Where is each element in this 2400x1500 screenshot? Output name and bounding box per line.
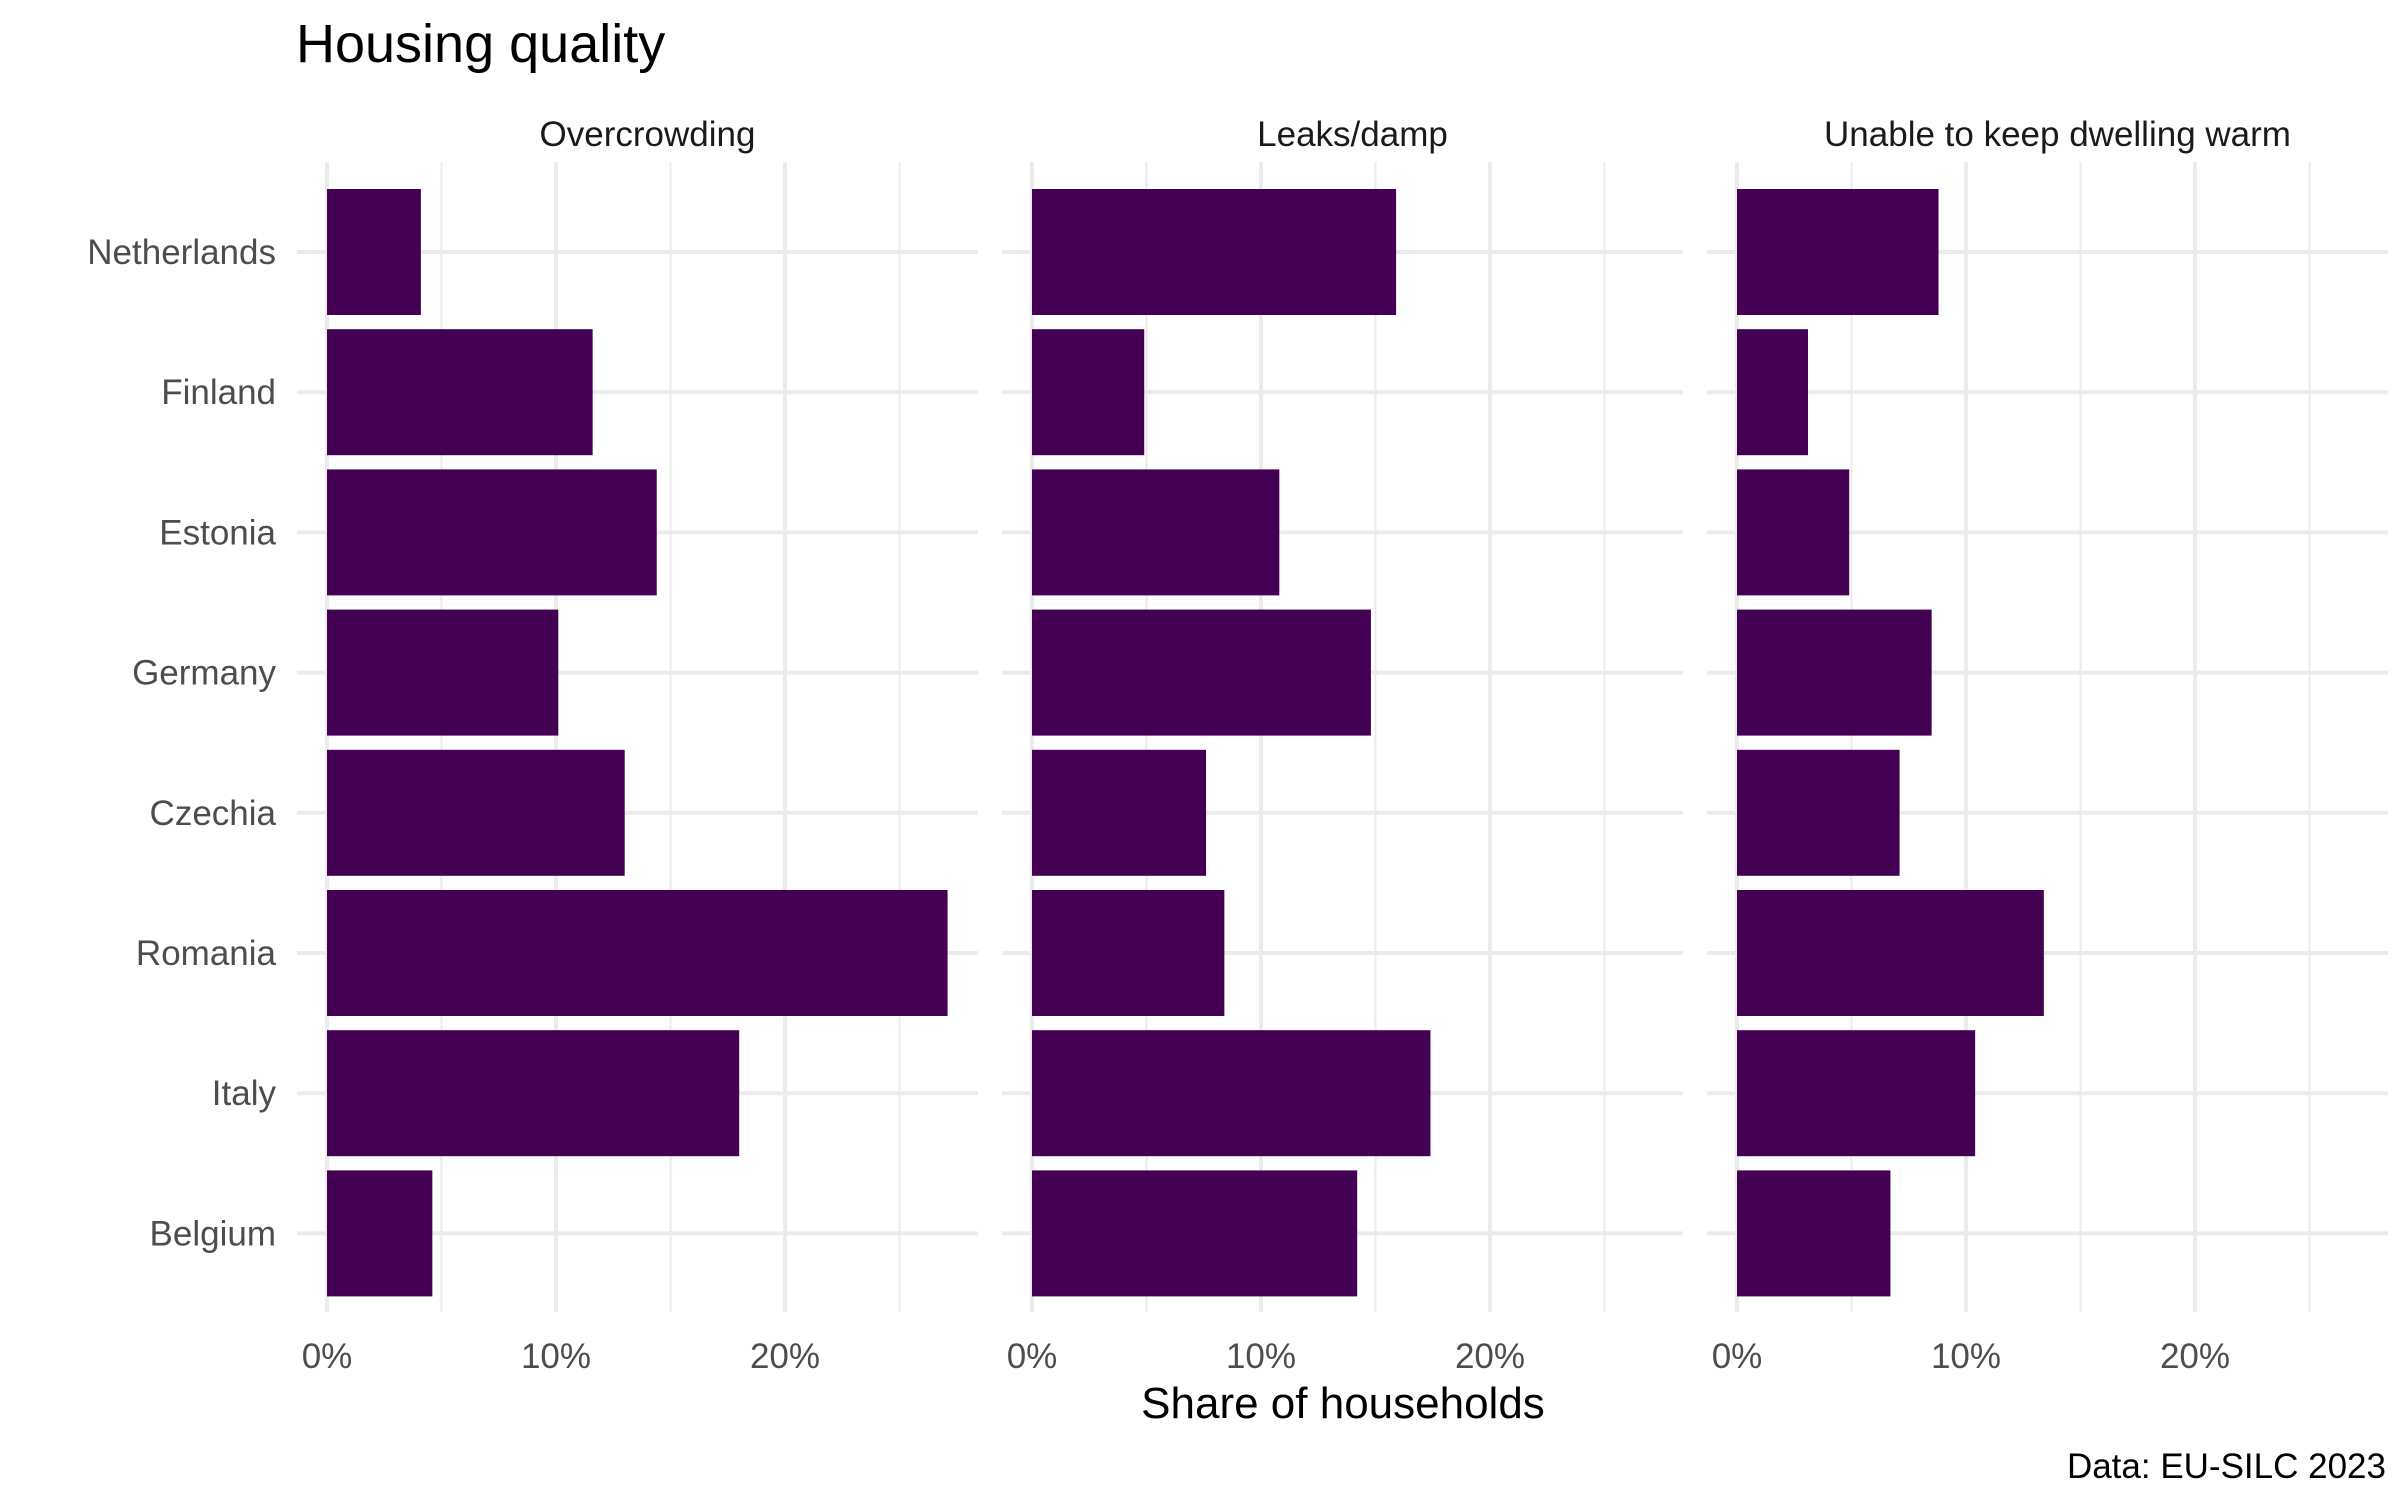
bar-italy [327, 1030, 740, 1157]
bar-italy [1032, 1030, 1431, 1157]
x-axis-label: Share of households [1141, 1379, 1545, 1428]
x-tick-label: 0% [302, 1337, 353, 1376]
bar-romania [327, 890, 948, 1016]
y-tick-label: Estonia [159, 513, 276, 552]
x-tick-label: 0% [1007, 1337, 1058, 1376]
bar-finland [1737, 329, 1808, 456]
y-tick-label: Italy [212, 1074, 277, 1113]
y-tick-label: Romania [136, 934, 277, 973]
bar-finland [327, 329, 593, 456]
bar-belgium [1032, 1170, 1358, 1297]
bar-romania [1737, 890, 2044, 1016]
x-tick-label: 10% [521, 1337, 591, 1376]
bar-belgium [327, 1170, 433, 1297]
labels-layer: Overcrowding 0% 10% 20% Leaks/damp 0% 10% 20% Un… [87, 115, 2291, 1376]
x-tick-label: 20% [1455, 1337, 1525, 1376]
bar-czechia [1737, 749, 1900, 876]
bar-germany [1737, 609, 1932, 736]
bar-netherlands [1737, 189, 1939, 315]
y-tick-label: Germany [132, 654, 276, 693]
bars-layer [327, 189, 2044, 1297]
x-tick-label: 20% [750, 1337, 820, 1376]
bar-czechia [327, 749, 625, 876]
y-tick-label: Czechia [150, 794, 277, 833]
bar-estonia [327, 469, 657, 596]
x-tick-label: 0% [1712, 1337, 1763, 1376]
y-tick-label: Belgium [150, 1214, 276, 1253]
facet-strip-label: Unable to keep dwelling warm [1824, 115, 2291, 154]
y-tick-label: Finland [161, 373, 276, 412]
bar-finland [1032, 329, 1145, 456]
bar-romania [1032, 890, 1225, 1016]
chart-title: Housing quality [296, 14, 665, 74]
bar-estonia [1032, 469, 1280, 596]
bar-czechia [1032, 749, 1207, 876]
bar-estonia [1737, 469, 1850, 596]
y-tick-label: Netherlands [87, 233, 276, 272]
facet-strip-label: Leaks/damp [1257, 115, 1448, 154]
bar-italy [1737, 1030, 1976, 1157]
bar-netherlands [1032, 189, 1397, 315]
bar-germany [327, 609, 559, 736]
x-tick-label: 20% [2160, 1337, 2230, 1376]
bar-belgium [1737, 1170, 1891, 1297]
x-tick-label: 10% [1226, 1337, 1296, 1376]
chart-caption: Data: EU-SILC 2023 [2067, 1447, 2386, 1486]
bar-germany [1032, 609, 1371, 736]
x-tick-label: 10% [1931, 1337, 2001, 1376]
facet-strip-label: Overcrowding [540, 115, 756, 154]
bar-netherlands [327, 189, 421, 315]
